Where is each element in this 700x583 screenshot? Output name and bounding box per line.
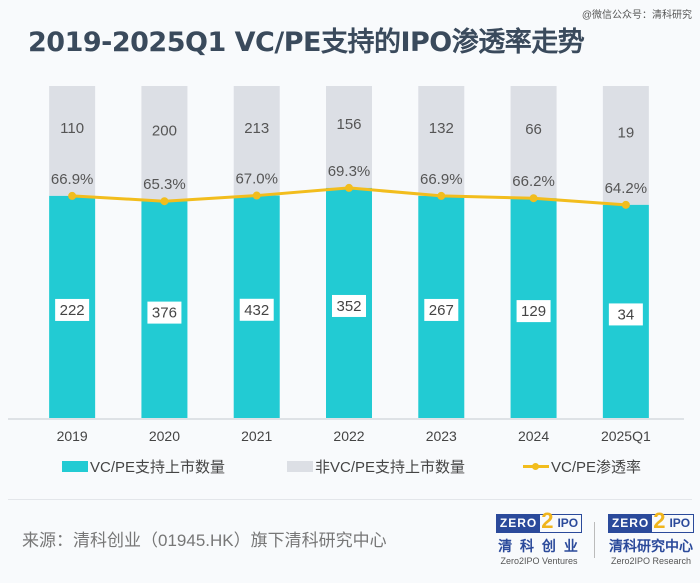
source-note: 来源：清科创业（01945.HK）旗下清科研究中心	[22, 531, 387, 550]
bar-non-vcpe	[602, 86, 649, 205]
x-tick-label: 2023	[426, 428, 457, 444]
legend-swatch-non-vcpe	[287, 461, 313, 472]
data-label-non-vcpe: 19	[618, 124, 635, 141]
data-label-rate: 66.9%	[420, 171, 463, 188]
logo-cn-name: 清科研究中心	[609, 538, 693, 554]
bar-non-vcpe	[326, 86, 372, 188]
legend-label-vcpe: VC/PE支持上市数量	[90, 459, 226, 476]
logo-zero2ipo-research: ZERO 2 IPO 清科研究中心 Zero2IPO Research	[606, 508, 696, 566]
legend: VC/PE支持上市数量 非VC/PE支持上市数量 VC/PE渗透率	[0, 456, 700, 486]
bar-non-vcpe	[418, 86, 465, 196]
x-tick-label: 2020	[149, 428, 180, 444]
watermark: @微信公众号：清科研究	[581, 10, 692, 21]
logo-separator	[594, 522, 595, 558]
data-label-rate: 67.0%	[235, 171, 278, 188]
chart-title: 2019-2025Q1 VC/PE支持的IPO渗透率走势	[28, 27, 585, 58]
logo-en-name: Zero2IPO Research	[610, 556, 692, 566]
logo-text-ipo: IPO	[557, 516, 579, 530]
data-label-box	[55, 298, 90, 321]
data-label-box	[239, 298, 274, 321]
data-label-box	[424, 298, 459, 321]
rate-point	[437, 191, 446, 200]
data-label-non-vcpe: 66	[525, 121, 542, 138]
data-label-rate: 65.3%	[143, 176, 186, 193]
logo-text-zero: ZERO	[608, 515, 653, 532]
bar-non-vcpe	[233, 86, 280, 196]
data-label-rate: 66.9%	[51, 171, 94, 188]
x-tick-label: 2022	[333, 428, 364, 444]
bar-non-vcpe	[49, 86, 96, 196]
data-label-vcpe: 352	[336, 298, 361, 315]
data-label-vcpe: 129	[521, 303, 546, 320]
data-label-rate: 64.2%	[605, 180, 648, 197]
rate-point	[160, 197, 169, 206]
x-tick-label: 2024	[518, 428, 549, 444]
divider	[8, 499, 692, 500]
x-tick-label: 2025Q1	[601, 428, 651, 444]
data-label-rate: 69.3%	[328, 163, 371, 180]
legend-label-non-vcpe: 非VC/PE支持上市数量	[315, 459, 466, 476]
rate-point	[529, 194, 538, 203]
logo-zero2ipo-ventures: ZERO 2 IPO 清 科 创 业 Zero2IPO Ventures	[494, 508, 584, 566]
rate-point	[252, 191, 261, 200]
legend-label-rate: VC/PE渗透率	[551, 459, 642, 476]
logo-text-ipo: IPO	[669, 516, 691, 530]
legend-swatch-rate	[523, 461, 549, 472]
data-label-box	[608, 303, 643, 326]
logo-text-two: 2	[653, 508, 666, 533]
data-label-box	[516, 300, 551, 323]
data-label-vcpe: 222	[60, 302, 85, 319]
bar-non-vcpe	[510, 86, 557, 199]
x-tick-label: 2019	[57, 428, 88, 444]
data-label-non-vcpe: 213	[244, 120, 269, 137]
logo-en-name: Zero2IPO Ventures	[500, 556, 578, 566]
logo-text-two: 2	[541, 508, 554, 533]
chart: 110 66.9% 222 2019 200 65.3% 376 2020 213 67.0% 43…	[8, 86, 684, 444]
data-label-box	[332, 294, 366, 317]
data-label-non-vcpe: 200	[152, 123, 177, 140]
bar-non-vcpe	[141, 86, 188, 202]
data-label-vcpe: 34	[618, 306, 635, 323]
data-label-rate: 66.2%	[512, 173, 555, 190]
logo-text-zero: ZERO	[496, 515, 541, 532]
x-tick-label: 2021	[241, 428, 272, 444]
legend-item-non-vcpe: 非VC/PE支持上市数量	[287, 456, 465, 477]
legend-swatch-vcpe	[62, 461, 88, 472]
logo-cn-name: 清 科 创 业	[498, 538, 580, 554]
data-label-vcpe: 376	[152, 305, 177, 322]
data-label-vcpe: 432	[244, 302, 269, 319]
data-label-non-vcpe: 132	[429, 120, 454, 137]
legend-item-vcpe: VC/PE支持上市数量	[62, 456, 225, 477]
legend-item-rate: VC/PE渗透率	[523, 456, 641, 477]
data-label-non-vcpe: 156	[336, 116, 361, 133]
rate-point	[68, 191, 77, 200]
data-label-box	[147, 301, 182, 324]
data-label-non-vcpe: 110	[60, 120, 84, 137]
data-label-vcpe: 267	[429, 302, 454, 319]
rate-point	[345, 183, 353, 192]
rate-point	[621, 200, 630, 209]
